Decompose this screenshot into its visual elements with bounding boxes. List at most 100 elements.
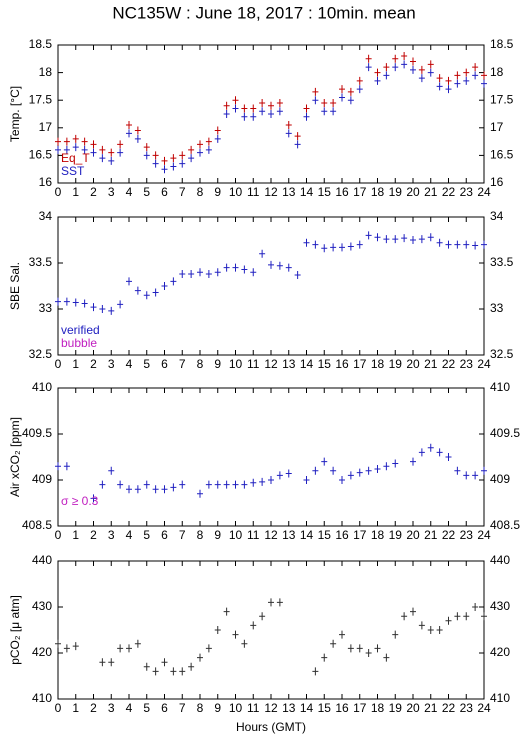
data-point — [294, 140, 301, 149]
data-point — [454, 240, 461, 249]
data-point — [392, 63, 399, 72]
annotation: σ ≥ 0.3 — [61, 494, 99, 508]
data-point — [117, 644, 124, 653]
data-point — [197, 268, 203, 277]
y-tick-label: 430 — [32, 599, 52, 613]
y-tick-label: 33.5 — [490, 255, 514, 269]
data-point — [232, 480, 239, 489]
data-point — [126, 644, 132, 653]
y-tick-label: 409 — [490, 472, 510, 486]
y-tick-label: 430 — [490, 599, 510, 613]
x-tick-label: 24 — [477, 528, 491, 542]
data-point — [134, 134, 141, 143]
data-point — [427, 626, 434, 634]
data-point — [250, 268, 257, 277]
legend-label: SST — [61, 164, 85, 178]
y-tick-label: 410 — [32, 691, 52, 705]
x-tick-label: 16 — [335, 701, 349, 715]
data-point — [214, 480, 221, 489]
data-point — [250, 112, 257, 121]
x-tick-label: 10 — [229, 528, 243, 542]
x-tick-label: 23 — [460, 185, 474, 199]
data-point — [454, 71, 461, 80]
x-tick-label: 3 — [108, 185, 115, 199]
x-tick-label: 17 — [353, 185, 367, 199]
data-point — [445, 76, 452, 85]
x-tick-label: 6 — [161, 701, 168, 715]
x-tick-label: 10 — [229, 185, 243, 199]
data-point — [152, 151, 159, 160]
data-point — [99, 154, 106, 163]
x-tick-label: 7 — [179, 357, 186, 371]
data-point — [339, 630, 345, 639]
data-point — [347, 471, 354, 480]
x-axis-label: Hours (GMT) — [236, 720, 306, 734]
x-tick-label: 14 — [300, 701, 314, 715]
data-point — [179, 667, 186, 676]
data-point — [259, 612, 266, 621]
data-point — [72, 143, 79, 152]
data-point — [152, 288, 159, 297]
y-tick-label: 17.5 — [29, 92, 53, 106]
data-point — [454, 466, 461, 475]
data-point — [161, 282, 168, 290]
data-point — [392, 54, 399, 63]
data-point — [214, 626, 221, 634]
data-point — [259, 107, 266, 116]
data-point — [303, 238, 310, 247]
x-tick-label: 17 — [353, 357, 367, 371]
data-point — [108, 156, 115, 165]
data-point — [179, 270, 186, 279]
x-tick-label: 20 — [406, 185, 420, 199]
data-point — [374, 76, 381, 85]
data-point — [436, 82, 443, 91]
x-tick-label: 24 — [477, 357, 491, 371]
data-point — [134, 639, 141, 648]
data-point — [303, 112, 310, 121]
x-tick-label: 7 — [179, 528, 186, 542]
data-point — [268, 110, 274, 118]
data-point — [197, 653, 203, 662]
data-point — [427, 68, 434, 77]
data-point — [276, 261, 283, 270]
data-point — [374, 233, 381, 242]
data-point — [117, 140, 124, 149]
x-tick-label: 21 — [424, 357, 438, 371]
data-point — [259, 249, 266, 258]
data-point — [126, 129, 132, 138]
data-point — [347, 96, 354, 105]
data-point — [108, 148, 115, 157]
data-point — [170, 277, 177, 286]
data-point — [321, 244, 328, 253]
data-point — [410, 457, 416, 466]
x-tick-label: 19 — [389, 528, 403, 542]
x-tick-label: 18 — [371, 357, 385, 371]
y-tick-label: 16.5 — [29, 148, 53, 162]
y-tick-label: 33.5 — [29, 255, 53, 269]
legend-label: Eq_T — [61, 151, 90, 165]
data-point — [205, 270, 212, 279]
data-point — [143, 480, 150, 489]
data-point — [161, 156, 168, 165]
y-tick-label: 16.5 — [490, 148, 514, 162]
data-point — [55, 639, 61, 648]
data-point — [427, 443, 434, 452]
data-point — [241, 265, 248, 274]
y-tick-label: 32.5 — [490, 347, 514, 361]
x-tick-label: 8 — [197, 185, 204, 199]
data-point — [134, 286, 141, 295]
data-point — [436, 448, 443, 457]
data-point — [445, 616, 452, 625]
data-point — [90, 303, 97, 312]
x-tick-label: 9 — [214, 357, 221, 371]
data-point — [108, 466, 115, 475]
x-tick-label: 2 — [90, 528, 97, 542]
data-point — [454, 79, 461, 88]
data-point — [90, 140, 97, 149]
x-tick-label: 7 — [179, 185, 186, 199]
data-point — [143, 662, 150, 671]
x-tick-label: 10 — [229, 357, 243, 371]
y-tick-label: 408.5 — [22, 518, 52, 532]
data-point — [55, 462, 61, 471]
data-point — [55, 137, 61, 146]
